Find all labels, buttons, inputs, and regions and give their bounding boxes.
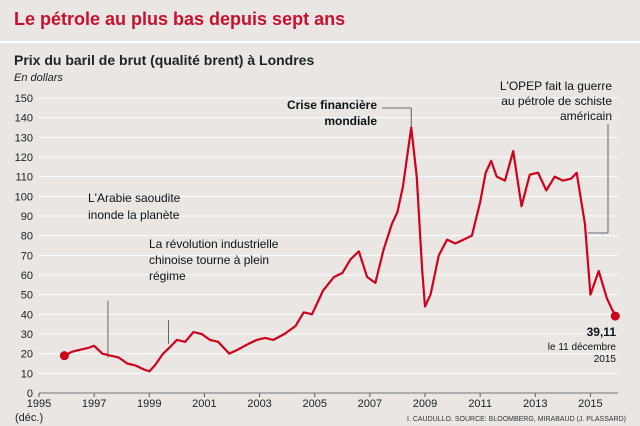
y-tick-label: 10	[21, 368, 33, 380]
y-tick-label: 70	[21, 250, 33, 262]
x-tick-label: 1997	[82, 398, 106, 410]
annotation-opep-line1: L'OPEP fait la guerre	[500, 79, 612, 93]
series-start-point	[59, 351, 69, 361]
x-tick-label: 2015	[578, 398, 602, 410]
y-tick-label: 80	[21, 231, 33, 243]
header-band	[0, 0, 640, 42]
x-tick-label: 2009	[413, 398, 437, 410]
annotation-chine-line3: régime	[149, 269, 186, 283]
y-tick-label: 60	[21, 270, 33, 282]
annotation-leaders	[107, 107, 609, 358]
x-tick-label: 2003	[247, 398, 271, 410]
source-credit: I. CAUDULLO. SOURCE: BLOOMBERG, MIRABAUD…	[407, 416, 626, 423]
annotation-opep-line3: américain	[560, 109, 612, 123]
last-value-date-line1: le 11 décembre	[548, 342, 617, 353]
y-tick-label: 140	[15, 113, 33, 125]
y-tick-label: 30	[21, 329, 33, 341]
series-line	[63, 126, 617, 373]
x-tick-label: 2013	[523, 398, 547, 410]
y-axis-ticks: 0 10 20 30 40 50 60 70 80 90 100 110 120 130 140 150	[15, 93, 33, 400]
x-tick-note: (déc.)	[15, 412, 43, 424]
annotation-crise: Crise financière mondiale	[287, 98, 377, 128]
annotation-chine-line1: La révolution industrielle	[149, 237, 279, 251]
y-tick-label: 110	[15, 172, 33, 184]
annotation-opep: L'OPEP fait la guerre au pétrole de schi…	[500, 79, 612, 123]
annotation-arabie: L'Arabie saoudite inonde la planète	[88, 191, 181, 222]
last-value-label: 39,11 le 11 décembre 2015	[548, 325, 617, 365]
x-tick-label: 1999	[137, 398, 161, 410]
last-value: 39,11	[587, 325, 617, 339]
y-tick-label: 100	[15, 191, 33, 203]
annotation-crise-line2: mondiale	[324, 114, 377, 128]
x-tick-label: 2011	[468, 398, 492, 410]
x-axis-ticks: 1995 1997 1999 2001 2003 2005 2007 2009 2011 2013…	[27, 392, 618, 410]
annotation-arabie-line1: L'Arabie saoudite	[88, 191, 181, 205]
annotation-crise-line1: Crise financière	[287, 98, 377, 112]
x-tick-label: 2005	[302, 398, 326, 410]
chart-subtitle: Prix du baril de brut (qualité brent) à …	[14, 52, 315, 68]
y-tick-label: 90	[21, 211, 33, 223]
y-tick-label: 40	[21, 309, 33, 321]
y-tick-label: 150	[15, 93, 33, 105]
annotation-chine-line2: chinoise tourne à plein	[149, 253, 269, 267]
grid-lines	[39, 97, 618, 394]
y-tick-label: 20	[21, 349, 33, 361]
y-tick-label: 130	[15, 132, 33, 144]
last-value-date-line2: 2015	[594, 354, 617, 365]
y-tick-label: 50	[21, 290, 33, 302]
x-tick-label: 1995	[27, 398, 51, 410]
annotation-opep-line2: au pétrole de schiste	[501, 94, 612, 108]
x-tick-label: 2001	[192, 398, 216, 410]
annotation-chine: La révolution industrielle chinoise tour…	[149, 237, 279, 283]
x-tick-label: 2007	[358, 398, 382, 410]
y-tick-label: 0	[27, 388, 33, 400]
annotation-arabie-line2: inonde la planète	[88, 208, 180, 222]
y-tick-label: 120	[15, 152, 33, 164]
unit-label: En dollars	[14, 72, 63, 84]
page-title: Le pétrole au plus bas depuis sept ans	[14, 9, 346, 29]
title-divider	[0, 41, 640, 43]
series-group	[59, 126, 620, 373]
series-end-point	[610, 311, 620, 321]
